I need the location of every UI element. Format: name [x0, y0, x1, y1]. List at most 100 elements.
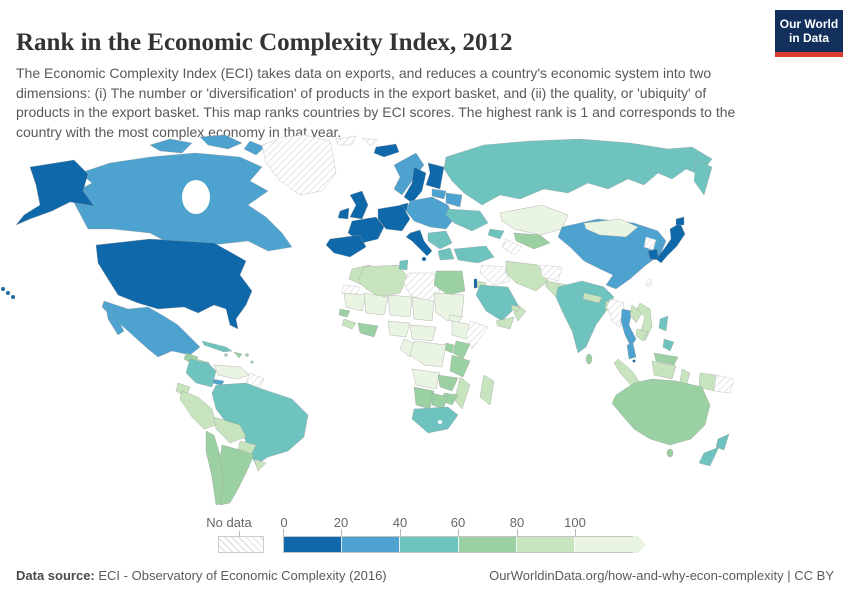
country-egypt[interactable]	[433, 270, 466, 296]
country-italy-sicily[interactable]	[421, 256, 427, 262]
country-niger[interactable]	[387, 294, 413, 318]
country-dominican-republic[interactable]	[233, 351, 243, 359]
country-taiwan[interactable]	[646, 278, 652, 288]
country-mauritania[interactable]	[343, 292, 367, 312]
country-united-states-hawaii-1[interactable]	[0, 286, 6, 292]
country-mozambique[interactable]	[453, 376, 471, 410]
country-cameroon-car[interactable]	[409, 324, 437, 342]
country-nepal[interactable]	[582, 292, 603, 304]
country-namibia[interactable]	[413, 386, 435, 410]
country-eastern-europe[interactable]	[405, 196, 455, 230]
country-india[interactable]	[555, 280, 615, 354]
country-senegal[interactable]	[338, 308, 351, 318]
country-svalbard-2[interactable]	[361, 137, 379, 147]
country-united-states-hawaii-3[interactable]	[10, 294, 16, 300]
country-uruguay[interactable]	[253, 458, 267, 472]
country-uganda[interactable]	[444, 342, 455, 354]
country-mexico-baja[interactable]	[105, 306, 125, 336]
country-ukraine[interactable]	[445, 208, 489, 232]
legend-bin-20-40[interactable]	[342, 537, 401, 552]
country-germany-central-europe[interactable]	[377, 204, 411, 232]
legend-bin-0-20[interactable]	[284, 537, 343, 552]
country-spain-portugal[interactable]	[325, 234, 367, 258]
country-norway[interactable]	[393, 152, 425, 196]
country-algeria[interactable]	[357, 264, 409, 298]
country-caucasus[interactable]	[487, 228, 505, 240]
country-balkans[interactable]	[427, 230, 453, 250]
country-united-states-alaska[interactable]	[15, 159, 95, 226]
country-malaysia-borneo[interactable]	[653, 352, 679, 366]
country-indonesia-sumatra[interactable]	[613, 358, 641, 387]
country-kazakhstan[interactable]	[499, 204, 569, 236]
country-canada-arctic-1[interactable]	[149, 138, 193, 154]
country-united-states-hawaii-2[interactable]	[5, 290, 11, 296]
country-chad[interactable]	[411, 296, 435, 322]
country-china[interactable]	[557, 218, 667, 290]
country-singapore[interactable]	[632, 359, 636, 363]
country-zambia[interactable]	[437, 374, 459, 392]
country-venezuela[interactable]	[213, 364, 251, 380]
country-south-africa[interactable]	[411, 406, 459, 434]
country-yemen[interactable]	[495, 316, 515, 330]
legend-bin-100-plus[interactable]	[574, 537, 634, 552]
country-japan-hokkaido[interactable]	[675, 216, 685, 226]
country-japan[interactable]	[655, 222, 686, 264]
country-finland[interactable]	[425, 162, 445, 190]
country-malaysia-peninsula[interactable]	[626, 342, 637, 360]
country-australia[interactable]	[611, 378, 711, 446]
country-argentina[interactable]	[219, 444, 255, 506]
country-afghanistan[interactable]	[539, 264, 563, 282]
country-angola[interactable]	[411, 368, 441, 390]
country-svalbard[interactable]	[335, 135, 357, 146]
country-sri-lanka[interactable]	[585, 353, 593, 365]
country-jamaica[interactable]	[224, 353, 228, 357]
country-italy[interactable]	[405, 229, 433, 257]
country-peru[interactable]	[179, 390, 217, 430]
owid-logo[interactable]: Our World in Data	[775, 10, 843, 57]
country-papua-new-guinea[interactable]	[713, 374, 735, 394]
country-belarus[interactable]	[445, 192, 463, 208]
legend-bin-60-80[interactable]	[458, 537, 517, 552]
country-bolivia[interactable]	[213, 416, 247, 444]
country-greenland[interactable]	[261, 134, 337, 196]
country-puerto-rico[interactable]	[245, 353, 249, 357]
owid-link[interactable]: OurWorldinData.org/how-and-why-econ-comp…	[489, 568, 784, 583]
country-guinea[interactable]	[341, 318, 357, 330]
license-label[interactable]: CC BY	[794, 568, 834, 583]
country-nigeria[interactable]	[387, 320, 411, 338]
country-ireland[interactable]	[337, 207, 350, 220]
country-uzbekistan-kyrgyzstan[interactable]	[513, 232, 551, 250]
country-cuba[interactable]	[201, 340, 233, 353]
country-ghana-ivory-coast[interactable]	[357, 322, 379, 338]
no-data-swatch[interactable]	[218, 536, 264, 553]
country-russia[interactable]	[443, 138, 713, 206]
country-saudi-arabia[interactable]	[475, 284, 519, 322]
country-myanmar[interactable]	[606, 298, 625, 328]
country-philippines-luzon[interactable]	[658, 315, 669, 332]
country-israel[interactable]	[473, 278, 478, 289]
country-cambodia[interactable]	[635, 328, 649, 342]
country-united-states[interactable]	[95, 238, 253, 330]
country-madagascar[interactable]	[479, 374, 495, 406]
country-united-kingdom[interactable]	[349, 190, 369, 220]
country-new-zealand-north[interactable]	[715, 433, 730, 451]
country-tanzania[interactable]	[449, 354, 471, 378]
country-colombia[interactable]	[185, 358, 217, 388]
country-lesser-antilles[interactable]	[250, 360, 254, 364]
country-dr-congo[interactable]	[409, 340, 447, 368]
country-new-zealand-south[interactable]	[698, 446, 720, 467]
country-australia-tasmania[interactable]	[666, 448, 674, 458]
country-brazil[interactable]	[211, 382, 309, 466]
country-canada[interactable]	[69, 152, 293, 252]
country-turkey[interactable]	[453, 245, 495, 264]
country-turkmenistan[interactable]	[501, 238, 523, 256]
country-tunisia[interactable]	[398, 259, 409, 271]
country-mongolia[interactable]	[583, 218, 639, 238]
country-philippines-mindanao[interactable]	[662, 338, 675, 352]
country-congo-gabon[interactable]	[399, 338, 415, 358]
country-greece[interactable]	[437, 247, 455, 261]
country-iceland[interactable]	[373, 143, 400, 158]
country-somalia[interactable]	[465, 320, 489, 350]
legend-bin-80-100[interactable]	[516, 537, 575, 552]
legend-bin-40-60[interactable]	[400, 537, 459, 552]
